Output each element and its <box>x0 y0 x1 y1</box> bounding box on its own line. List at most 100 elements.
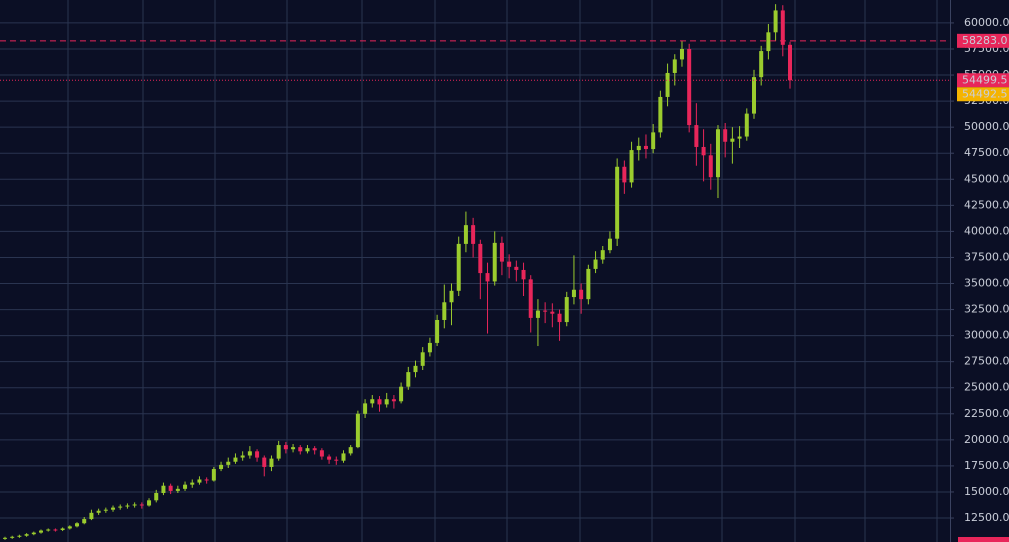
candle-body <box>788 44 792 81</box>
grid: 12500.0 15000.0 17500.0 20000.0 22500.0 25000… <box>0 0 1009 524</box>
candle-body <box>219 464 224 470</box>
y-tick-label: 37500.0 <box>964 250 1009 263</box>
candle-body <box>471 225 476 244</box>
y-tick-label: 42500.0 <box>964 198 1009 211</box>
candle-body <box>211 469 216 481</box>
candle-body <box>355 413 360 448</box>
y-tick-label: 40000.0 <box>964 224 1009 237</box>
candle-body <box>593 259 598 269</box>
candle-body <box>370 399 375 404</box>
candle-body <box>204 479 209 481</box>
candle-body <box>139 504 144 506</box>
candle-body <box>147 500 152 506</box>
candle-body <box>89 512 94 520</box>
candle-body <box>183 484 188 489</box>
candle-body <box>327 456 332 460</box>
candle-body <box>269 458 274 467</box>
y-tick-label: 15000.0 <box>964 485 1009 498</box>
vertical-grid <box>67 0 938 542</box>
candle-body <box>226 461 231 465</box>
candle-body <box>118 506 123 508</box>
price-badge-label: 54492.5 <box>962 87 1008 100</box>
candle-body <box>528 279 533 318</box>
candle-body <box>39 530 44 533</box>
candle-body <box>427 342 432 353</box>
candle-body <box>600 250 605 260</box>
candle-body <box>485 273 490 282</box>
candle-body <box>334 459 339 461</box>
candle-body <box>82 519 87 524</box>
y-tick-label: 60000.0 <box>964 16 1009 29</box>
candle-body <box>111 507 116 510</box>
candle-body <box>514 266 519 270</box>
candle-body <box>507 261 512 267</box>
y-tick-label: 20000.0 <box>964 433 1009 446</box>
price-badge <box>957 87 1009 102</box>
price-badge-label: 54499.5 <box>962 73 1008 86</box>
price-badge <box>957 73 1009 88</box>
candle-body <box>413 365 418 373</box>
candle-body <box>766 32 771 52</box>
candle-body <box>679 48 684 60</box>
candle-body <box>658 96 663 133</box>
candle-body <box>67 526 72 529</box>
candle-body <box>550 311 555 314</box>
candle-body <box>291 447 296 450</box>
candle-body <box>586 268 591 300</box>
y-tick-label: 45000.0 <box>964 172 1009 185</box>
price-badge <box>957 33 1009 48</box>
y-tick-label: 17500.0 <box>964 459 1009 472</box>
candle-body <box>730 138 735 142</box>
candle-body <box>492 242 497 282</box>
candle-body <box>10 536 15 538</box>
candle-body <box>240 455 245 458</box>
candle-body <box>363 403 368 414</box>
candle-body <box>751 77 756 114</box>
candle-body <box>780 10 785 45</box>
y-tick-label: 22500.0 <box>964 407 1009 420</box>
candle-body <box>154 493 159 501</box>
candle-body <box>319 450 324 457</box>
candle-body <box>190 482 195 485</box>
candle-body <box>759 51 764 78</box>
candle-body <box>391 399 396 402</box>
candle-body <box>478 243 483 274</box>
y-tick-label: 62500.0 <box>964 0 1009 3</box>
candle-body <box>571 289 576 298</box>
candle-body <box>694 125 699 147</box>
y-tick-label: 32500.0 <box>964 303 1009 316</box>
candle-body <box>348 447 353 454</box>
candle-body <box>341 453 346 461</box>
candle-body <box>737 136 742 139</box>
candle-body <box>31 532 36 535</box>
candle-body <box>197 479 202 483</box>
candle-body <box>132 504 137 506</box>
candle-body <box>233 457 238 462</box>
candle-body <box>651 132 656 150</box>
candle-body <box>298 447 303 452</box>
candle-body <box>161 485 166 494</box>
candle-body <box>622 166 627 183</box>
candle-body <box>24 534 29 536</box>
y-tick-label: 35000.0 <box>964 277 1009 290</box>
candle-body <box>499 242 504 262</box>
axis-marker <box>958 537 1009 542</box>
candle-body <box>75 523 80 527</box>
candle-body <box>312 448 317 451</box>
candle-body <box>442 302 447 320</box>
candle-body <box>168 485 173 491</box>
candle-body <box>701 146 706 156</box>
y-tick-label: 47500.0 <box>964 146 1009 159</box>
candle-body <box>175 488 180 491</box>
candles <box>3 4 792 540</box>
candle-body <box>255 451 260 458</box>
candle-body <box>579 289 584 300</box>
candle-body <box>463 225 468 244</box>
candle-body <box>399 386 404 402</box>
y-tick-label: 25000.0 <box>964 381 1009 394</box>
price-badge-label: 58283.0 <box>962 34 1008 47</box>
candle-body <box>636 145 641 151</box>
candle-body <box>384 399 389 405</box>
